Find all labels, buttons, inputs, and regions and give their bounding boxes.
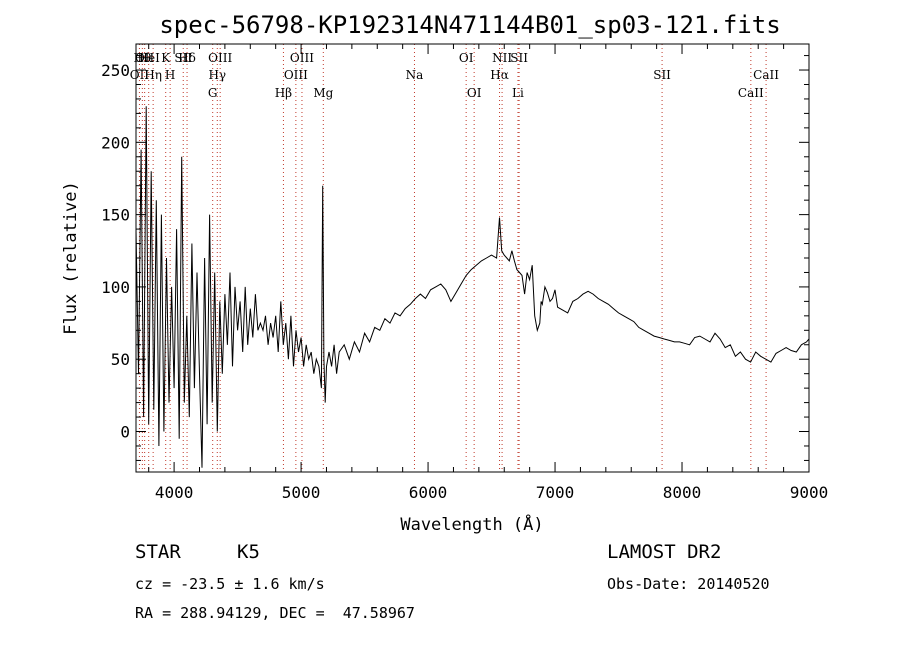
x-tick-label: 7000 — [536, 483, 575, 502]
x-tick-label: 5000 — [282, 483, 321, 502]
axis-ticks: 4000 5000 6000 7000 8000 9000 0 50 100 150 200 250 — [101, 44, 828, 502]
object-class: STAR — [135, 541, 181, 563]
y-axis-label: Flux (relative) — [61, 181, 81, 335]
line-label: G — [208, 86, 218, 100]
line-label: OI — [467, 86, 482, 100]
object-subclass: K5 — [237, 541, 260, 563]
line-label: OII — [130, 68, 150, 82]
y-tick-label: 150 — [101, 206, 130, 225]
y-tick-label: 0 — [120, 423, 130, 442]
x-tick-label: 8000 — [663, 483, 702, 502]
x-tick-label: 6000 — [409, 483, 448, 502]
spectral-line-markers: OIIHθOIIHeIHηKHSIIHδHγGOIIIHβOIIIOIIIMgN… — [130, 44, 779, 472]
plot-title: spec-56798-KP192314N471144B01_sp03-121.f… — [159, 11, 780, 39]
line-label: Li — [512, 86, 524, 100]
line-label: NII — [492, 51, 512, 65]
line-label: Mg — [313, 86, 333, 100]
line-label: SII — [510, 51, 528, 65]
line-label: OII — [135, 51, 155, 65]
x-axis-label: Wavelength (Å) — [400, 513, 543, 535]
line-label: K — [161, 51, 171, 65]
x-tick-label: 9000 — [790, 483, 829, 502]
line-label: OIII — [284, 68, 308, 82]
line-label: H — [165, 68, 175, 82]
line-label: OIII — [208, 51, 232, 65]
line-label: HeI — [138, 51, 161, 65]
ra-dec: RA = 288.94129, DEC = 47.58967 — [135, 604, 415, 622]
line-label: Hη — [144, 68, 162, 82]
y-tick-label: 100 — [101, 278, 130, 297]
spectrum-line — [135, 106, 810, 468]
spectrum-series — [135, 106, 810, 468]
y-tick-label: 250 — [101, 61, 130, 80]
y-tick-label: 200 — [101, 133, 130, 152]
plot-border — [135, 43, 810, 473]
line-label: Hθ — [133, 51, 151, 65]
line-label: Hα — [490, 68, 509, 82]
line-label: Hβ — [275, 86, 292, 100]
y-tick-label: 50 — [111, 350, 130, 369]
line-label: CaII — [738, 86, 764, 100]
line-label: Na — [406, 68, 424, 82]
line-label: OI — [459, 51, 474, 65]
line-label: OIII — [290, 51, 314, 65]
x-tick-label: 4000 — [155, 483, 194, 502]
line-label: SII — [174, 51, 192, 65]
obs-date: Obs-Date: 20140520 — [607, 575, 770, 593]
line-label: Hγ — [208, 68, 226, 82]
line-label: Hδ — [178, 51, 196, 65]
plot-frame — [135, 43, 810, 473]
line-label: SII — [653, 68, 671, 82]
survey-name: LAMOST DR2 — [607, 541, 722, 563]
line-label: CaII — [753, 68, 779, 82]
redshift-cz: cz = -23.5 ± 1.6 km/s — [135, 575, 325, 593]
